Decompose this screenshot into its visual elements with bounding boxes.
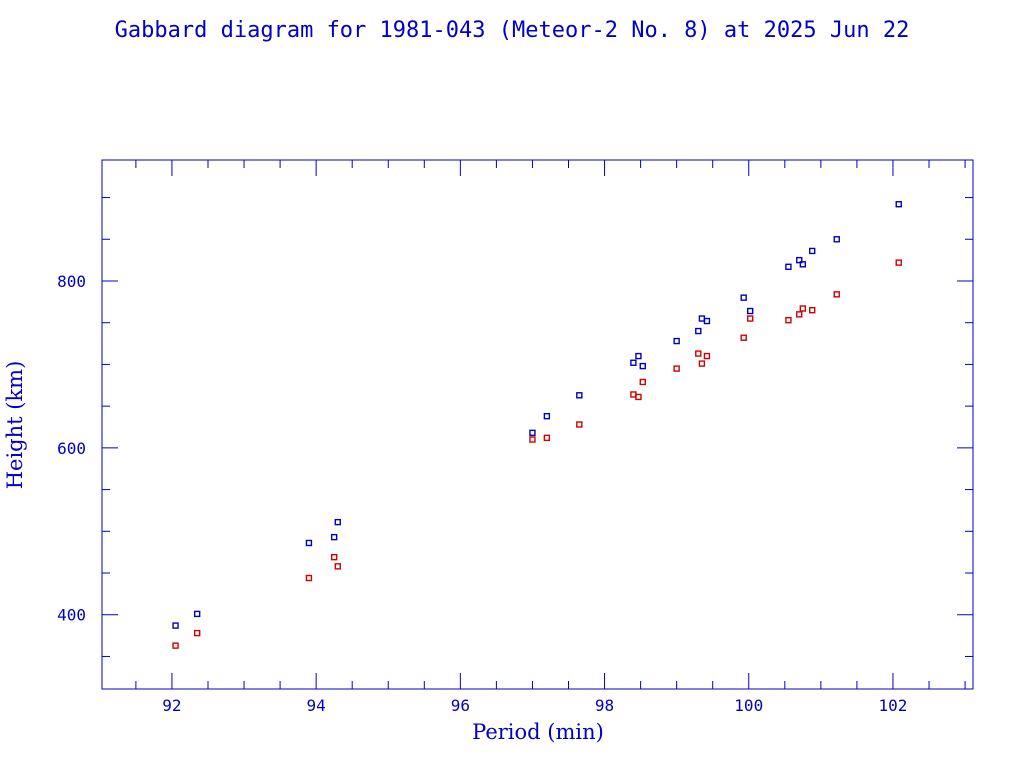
- perigee-point: [703, 352, 711, 360]
- perigee-point: [740, 334, 747, 341]
- perigee-point: [747, 315, 754, 322]
- perigee-point: [673, 365, 680, 372]
- perigee-point: [305, 574, 313, 582]
- y-tick-label: 800: [57, 272, 86, 291]
- apogee-point: [809, 247, 816, 255]
- apogee-point: [785, 263, 792, 271]
- apogee-point: [796, 256, 803, 264]
- x-tick-label: 102: [879, 696, 908, 715]
- x-axis-label: Period (min): [472, 720, 604, 744]
- apogee-point: [330, 533, 338, 541]
- apogee-point: [673, 337, 680, 345]
- perigee-point: [695, 350, 702, 357]
- x-tick-label: 92: [162, 696, 181, 715]
- perigee-point: [698, 360, 706, 367]
- perigee-point: [172, 642, 179, 649]
- apogee-point: [576, 392, 583, 399]
- x-tick-labels: 92 94 96 98 100 102: [162, 696, 907, 715]
- perigee-point: [330, 553, 338, 561]
- chart-title: Gabbard diagram for 1981-043 (Meteor-2 N…: [115, 18, 910, 43]
- perigee-point: [785, 317, 792, 324]
- perigee-point: [334, 563, 341, 570]
- apogee-point: [193, 610, 201, 618]
- y-tick-label: 400: [57, 606, 86, 625]
- apogee-point: [698, 315, 706, 322]
- apogee-point: [172, 622, 179, 629]
- perigee-point: [799, 305, 807, 312]
- apogee-point: [635, 352, 642, 360]
- perigee-point: [635, 393, 642, 401]
- axis-ticks: [102, 160, 973, 689]
- x-tick-label: 100: [734, 696, 763, 715]
- apogee-point: [799, 261, 807, 268]
- perigee-point: [895, 259, 902, 266]
- perigee-point: [630, 391, 637, 398]
- apogee-point: [334, 518, 341, 526]
- data-points: [172, 201, 902, 649]
- apogee-point: [639, 362, 646, 370]
- apogee-point: [543, 412, 551, 420]
- apogee-point: [630, 359, 637, 366]
- x-tick-label: 96: [451, 696, 470, 715]
- apogee-point: [703, 317, 711, 325]
- apogee-point: [833, 236, 840, 243]
- perigee-point: [833, 291, 840, 298]
- perigee-point: [639, 378, 646, 386]
- apogee-point: [305, 539, 313, 547]
- perigee-point: [576, 421, 583, 428]
- apogee-point: [695, 327, 702, 335]
- perigee-point: [809, 306, 816, 314]
- x-tick-label: 94: [307, 696, 326, 715]
- apogee-point: [740, 294, 747, 301]
- y-axis-label: Height (km): [3, 361, 27, 490]
- y-tick-labels: 400 600 800: [57, 272, 86, 625]
- plot-frame: [101, 159, 974, 690]
- apogee-point: [895, 201, 902, 208]
- perigee-point: [529, 436, 536, 443]
- apogee-point: [529, 429, 536, 437]
- y-tick-label: 600: [57, 439, 86, 458]
- apogee-point: [747, 307, 754, 315]
- perigee-point: [796, 311, 803, 318]
- x-tick-label: 98: [595, 696, 614, 715]
- perigee-point: [193, 629, 201, 637]
- perigee-point: [543, 434, 551, 442]
